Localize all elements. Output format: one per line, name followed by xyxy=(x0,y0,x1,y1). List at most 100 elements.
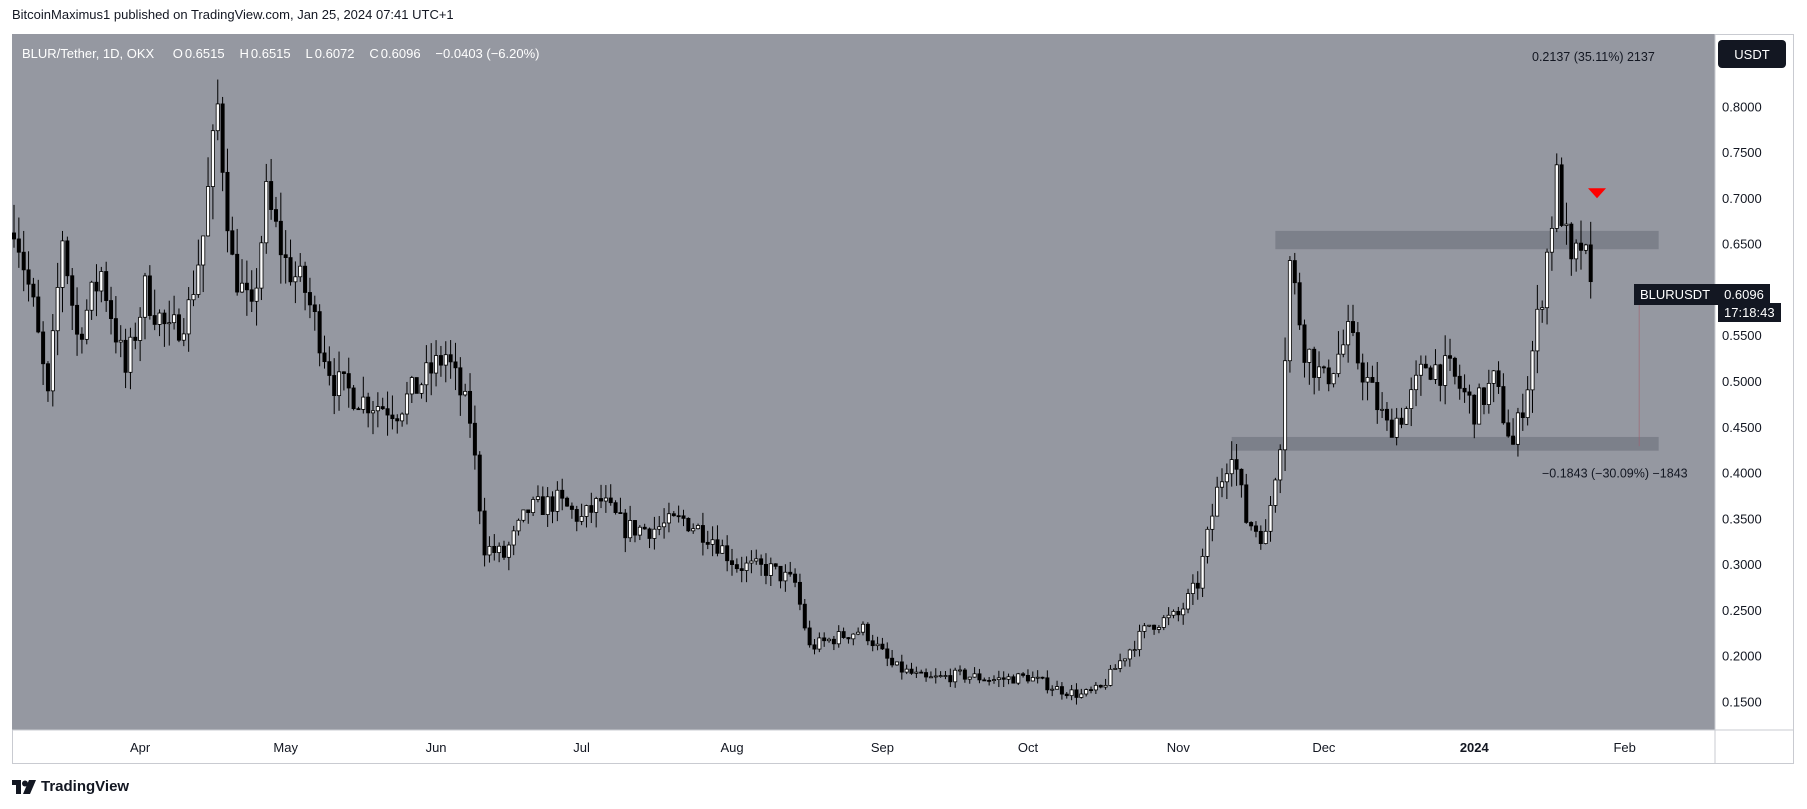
price-tick-label: 0.4500 xyxy=(1722,420,1762,435)
candle xyxy=(1147,624,1152,628)
candle xyxy=(613,500,618,515)
tradingview-logo[interactable]: TradingView xyxy=(12,778,129,795)
candle xyxy=(909,662,914,675)
candle xyxy=(1195,571,1200,600)
candle xyxy=(477,451,482,525)
price-tick-label: 0.8000 xyxy=(1722,99,1762,114)
candle xyxy=(865,622,870,646)
candle xyxy=(807,620,812,648)
candle xyxy=(1176,606,1181,622)
candle xyxy=(55,262,60,356)
candle xyxy=(1331,372,1336,388)
candle xyxy=(346,357,351,408)
candle xyxy=(1127,648,1132,667)
candle xyxy=(468,373,473,438)
candle xyxy=(1064,692,1069,699)
price-tick-label: 0.5000 xyxy=(1722,374,1762,389)
candle xyxy=(1472,394,1477,439)
candle xyxy=(894,661,899,666)
lower-range-measure[interactable]: −0.1843 (−30.09%) −1843 xyxy=(1542,467,1688,481)
candle xyxy=(919,669,924,674)
candle xyxy=(1496,361,1501,394)
candle xyxy=(1525,376,1530,426)
candle xyxy=(1287,256,1292,373)
price-tick-label: 0.7500 xyxy=(1722,145,1762,160)
candle xyxy=(686,517,691,533)
candle xyxy=(1098,684,1103,689)
candle xyxy=(89,280,94,320)
resistance-zone[interactable] xyxy=(1275,230,1659,250)
candle xyxy=(1302,319,1307,378)
candle xyxy=(642,523,647,530)
candle xyxy=(240,259,245,294)
candle xyxy=(1215,476,1220,517)
candle xyxy=(404,381,409,425)
candle xyxy=(1530,340,1535,413)
support-zone[interactable] xyxy=(1231,436,1659,451)
candle xyxy=(1326,359,1331,392)
candle xyxy=(1443,335,1448,405)
candle xyxy=(84,299,89,345)
candle xyxy=(142,272,147,340)
candle xyxy=(991,675,996,684)
candle xyxy=(191,270,196,307)
candle xyxy=(851,633,856,646)
candle xyxy=(1171,609,1176,619)
price-tick-label: 0.4000 xyxy=(1722,466,1762,481)
candle xyxy=(526,509,531,524)
candle xyxy=(322,335,327,369)
time-tick-label: Jul xyxy=(573,740,590,755)
candle xyxy=(1050,685,1055,697)
candle xyxy=(424,345,429,403)
candle xyxy=(671,511,676,517)
candle xyxy=(99,266,104,303)
last-price-label: BLURUSDT 0.6096 xyxy=(1634,284,1770,305)
candle xyxy=(361,376,366,414)
candle xyxy=(1384,402,1389,431)
candle xyxy=(1093,682,1098,694)
candle xyxy=(138,307,143,362)
currency-button[interactable]: USDT xyxy=(1718,40,1786,68)
candle xyxy=(458,357,463,416)
candle xyxy=(734,558,739,573)
candle xyxy=(1481,387,1486,415)
price-chart[interactable]: 0.2137 (35.11%) 2137 −0.1843 (−30.09%) −1… xyxy=(12,34,1794,764)
candle xyxy=(1283,337,1288,472)
candle xyxy=(652,516,657,550)
candle xyxy=(647,527,652,549)
candle xyxy=(167,300,172,346)
candle xyxy=(317,304,322,367)
candle xyxy=(1224,463,1229,500)
footer-brand: TradingView xyxy=(41,778,130,795)
candle xyxy=(1564,202,1569,245)
upper-range-measure[interactable]: 0.2137 (35.11%) 2137 xyxy=(1532,50,1655,64)
candle xyxy=(1166,607,1171,626)
candle xyxy=(715,525,720,557)
time-tick-label: Jun xyxy=(426,740,447,755)
candle xyxy=(307,277,312,319)
price-tick-label: 0.2000 xyxy=(1722,649,1762,664)
candle xyxy=(977,668,982,684)
candle xyxy=(429,343,434,396)
candle xyxy=(778,565,783,589)
candle xyxy=(75,287,80,356)
candle xyxy=(448,340,453,379)
candle xyxy=(846,637,851,644)
candle xyxy=(705,530,710,550)
candle xyxy=(497,542,502,563)
candle xyxy=(1263,519,1268,545)
candle xyxy=(555,481,560,522)
candle xyxy=(841,627,846,639)
candle xyxy=(1501,373,1506,425)
candle xyxy=(385,391,390,436)
candle xyxy=(327,346,332,386)
candle xyxy=(1137,624,1142,657)
candle xyxy=(303,261,308,311)
candle xyxy=(1132,640,1137,657)
candle xyxy=(162,309,167,347)
candle xyxy=(225,148,230,253)
candle xyxy=(943,671,948,680)
candle xyxy=(133,322,138,350)
arrow-down-marker[interactable] xyxy=(1588,188,1607,199)
candle xyxy=(332,358,337,415)
